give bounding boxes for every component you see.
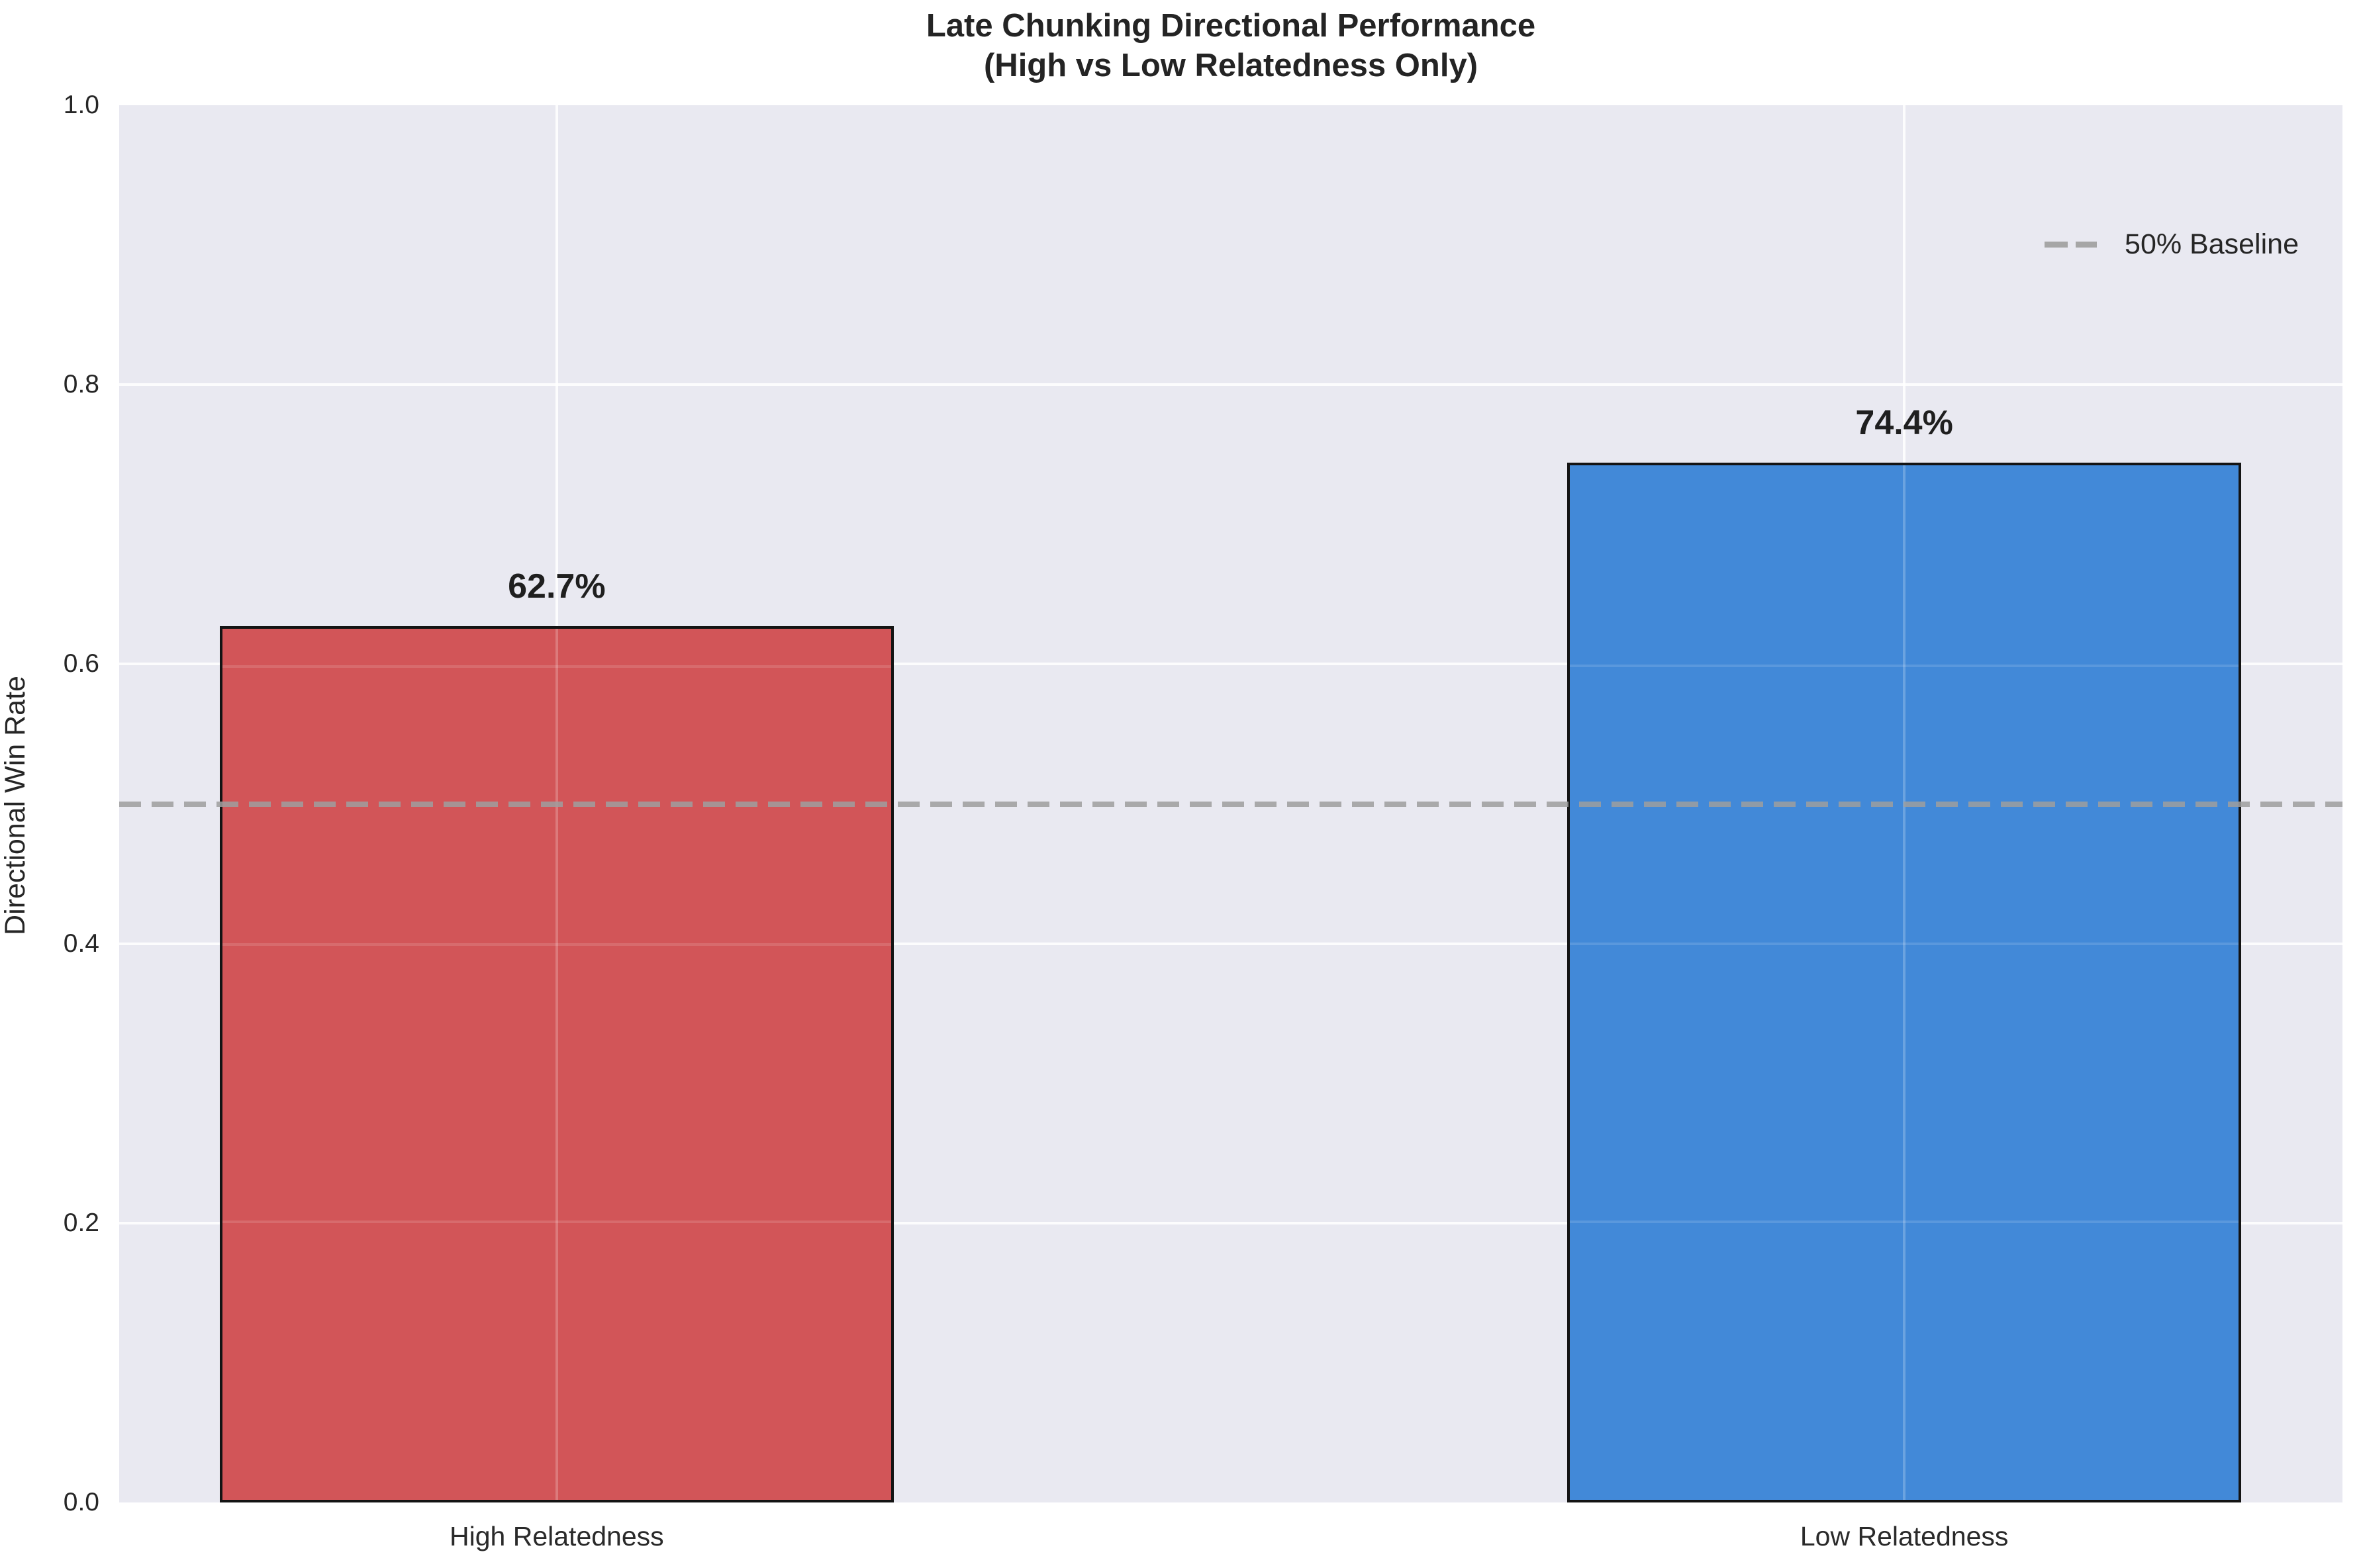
h-gridline xyxy=(119,942,2342,945)
gridline-overlay xyxy=(1570,942,2239,945)
x-tick-label: High Relatedness xyxy=(450,1521,664,1551)
y-tick-label: 0.2 xyxy=(63,1208,99,1237)
gridline-overlay xyxy=(1570,664,2239,667)
bar-value-label: 62.7% xyxy=(508,567,606,606)
gridline-overlay xyxy=(222,665,891,669)
gridline-overlay xyxy=(555,629,558,1500)
gridline-overlay xyxy=(222,943,891,946)
y-tick-label: 0.6 xyxy=(63,649,99,678)
dashed-line-legend-swatch xyxy=(2045,242,2098,248)
bar-low-relatedness xyxy=(1567,463,2242,1502)
gridline-overlay xyxy=(1903,465,1906,1500)
h-gridline xyxy=(119,663,2342,666)
bar-value-label: 74.4% xyxy=(1855,404,1953,443)
y-tick-label: 0.0 xyxy=(63,1488,99,1516)
legend-label: 50% Baseline xyxy=(2125,228,2299,260)
y-tick-label: 0.4 xyxy=(63,929,99,958)
y-tick-label: 0.8 xyxy=(63,370,99,399)
chart-title-line2: (High vs Low Relatedness Only) xyxy=(983,47,1478,83)
baseline-50pct-line xyxy=(119,801,2342,807)
legend: 50% Baseline xyxy=(2045,228,2299,261)
chart-title-line1: Late Chunking Directional Performance xyxy=(926,8,1536,44)
y-tick-label: 1.0 xyxy=(63,91,99,119)
chart-title: Late Chunking Directional Performance (H… xyxy=(119,7,2342,86)
gridline-overlay xyxy=(222,1221,891,1224)
bar-high-relatedness xyxy=(219,626,894,1502)
h-gridline xyxy=(119,383,2342,387)
x-tick-label: Low Relatedness xyxy=(1800,1521,2009,1551)
plot-area: 50% Baseline 62.7% 74.4% xyxy=(119,105,2342,1502)
gridline-overlay xyxy=(1570,1220,2239,1223)
h-gridline xyxy=(119,1221,2342,1224)
